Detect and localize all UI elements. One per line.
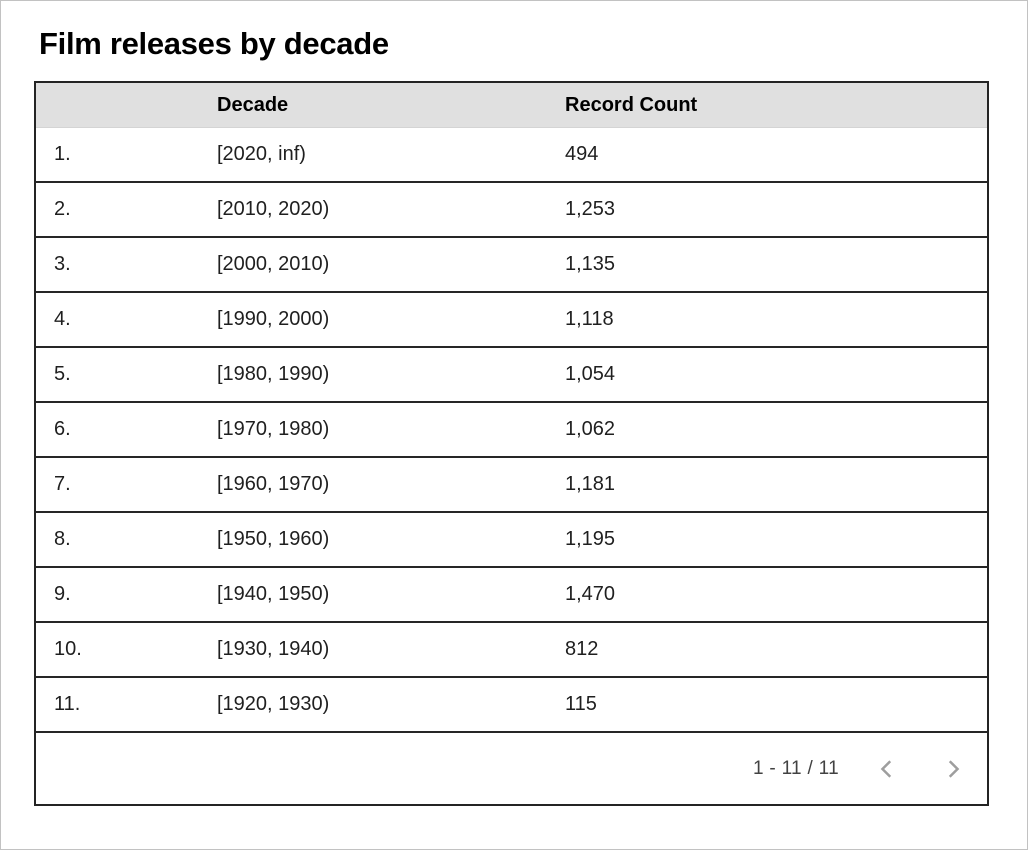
record-count-cell: 1,195	[565, 511, 988, 567]
table-row[interactable]: 5. [1980, 1990) 1,054	[35, 346, 988, 402]
decade-cell: [1940, 1950)	[217, 566, 565, 622]
pagination-bar: 1 - 11 / 11	[36, 747, 987, 791]
decade-cell: [2010, 2020)	[217, 181, 565, 237]
table-row[interactable]: 9. [1940, 1950) 1,470	[35, 566, 988, 622]
table-row[interactable]: 3. [2000, 2010) 1,135	[35, 236, 988, 292]
decade-cell: [1970, 1980)	[217, 401, 565, 457]
record-count-cell: 1,470	[565, 566, 988, 622]
record-count-cell: 1,062	[565, 401, 988, 457]
decade-cell: [1990, 2000)	[217, 291, 565, 347]
table-row[interactable]: 11. [1920, 1930) 115	[35, 676, 988, 732]
data-table: Decade Record Count 1. [2020, inf) 494 2…	[34, 81, 989, 806]
table-row[interactable]: 1. [2020, inf) 494	[35, 127, 988, 182]
table-row[interactable]: 7. [1960, 1970) 1,181	[35, 456, 988, 512]
table-row[interactable]: 8. [1950, 1960) 1,195	[35, 511, 988, 567]
decade-cell: [1950, 1960)	[217, 511, 565, 567]
table-footer-row: 1 - 11 / 11	[35, 731, 988, 805]
next-page-button[interactable]	[931, 747, 975, 791]
column-header-index[interactable]	[35, 82, 217, 128]
chevron-left-icon	[880, 759, 892, 778]
column-header-decade[interactable]: Decade	[217, 82, 565, 128]
table-body: 1. [2020, inf) 494 2. [2010, 2020) 1,253…	[35, 127, 988, 732]
record-count-cell: 1,253	[565, 181, 988, 237]
row-index-cell: 4.	[35, 291, 217, 347]
row-index-cell: 11.	[35, 676, 217, 732]
record-count-cell: 115	[565, 676, 988, 732]
pagination-range: 1 - 11 / 11	[752, 757, 839, 779]
row-index-cell: 1.	[35, 127, 217, 182]
decade-cell: [1920, 1930)	[217, 676, 565, 732]
decade-cell: [1960, 1970)	[217, 456, 565, 512]
table-row[interactable]: 10. [1930, 1940) 812	[35, 621, 988, 677]
record-count-cell: 1,135	[565, 236, 988, 292]
row-index-cell: 7.	[35, 456, 217, 512]
row-index-cell: 8.	[35, 511, 217, 567]
decade-cell: [2020, inf)	[217, 127, 565, 182]
table-header-row: Decade Record Count	[35, 82, 988, 128]
record-count-cell: 1,054	[565, 346, 988, 402]
chevron-right-icon	[948, 759, 960, 778]
decade-cell: [2000, 2010)	[217, 236, 565, 292]
row-index-cell: 9.	[35, 566, 217, 622]
record-count-cell: 494	[565, 127, 988, 182]
row-index-cell: 3.	[35, 236, 217, 292]
record-count-cell: 1,181	[565, 456, 988, 512]
column-header-count[interactable]: Record Count	[565, 82, 988, 128]
table-row[interactable]: 6. [1970, 1980) 1,062	[35, 401, 988, 457]
prev-page-button[interactable]	[865, 747, 909, 791]
record-count-cell: 1,118	[565, 291, 988, 347]
page-title: Film releases by decade	[39, 26, 389, 61]
row-index-cell: 2.	[35, 181, 217, 237]
row-index-cell: 5.	[35, 346, 217, 402]
table-row[interactable]: 4. [1990, 2000) 1,118	[35, 291, 988, 347]
decade-cell: [1980, 1990)	[217, 346, 565, 402]
row-index-cell: 6.	[35, 401, 217, 457]
table-row[interactable]: 2. [2010, 2020) 1,253	[35, 181, 988, 237]
record-count-cell: 812	[565, 621, 988, 677]
row-index-cell: 10.	[35, 621, 217, 677]
decade-cell: [1930, 1940)	[217, 621, 565, 677]
